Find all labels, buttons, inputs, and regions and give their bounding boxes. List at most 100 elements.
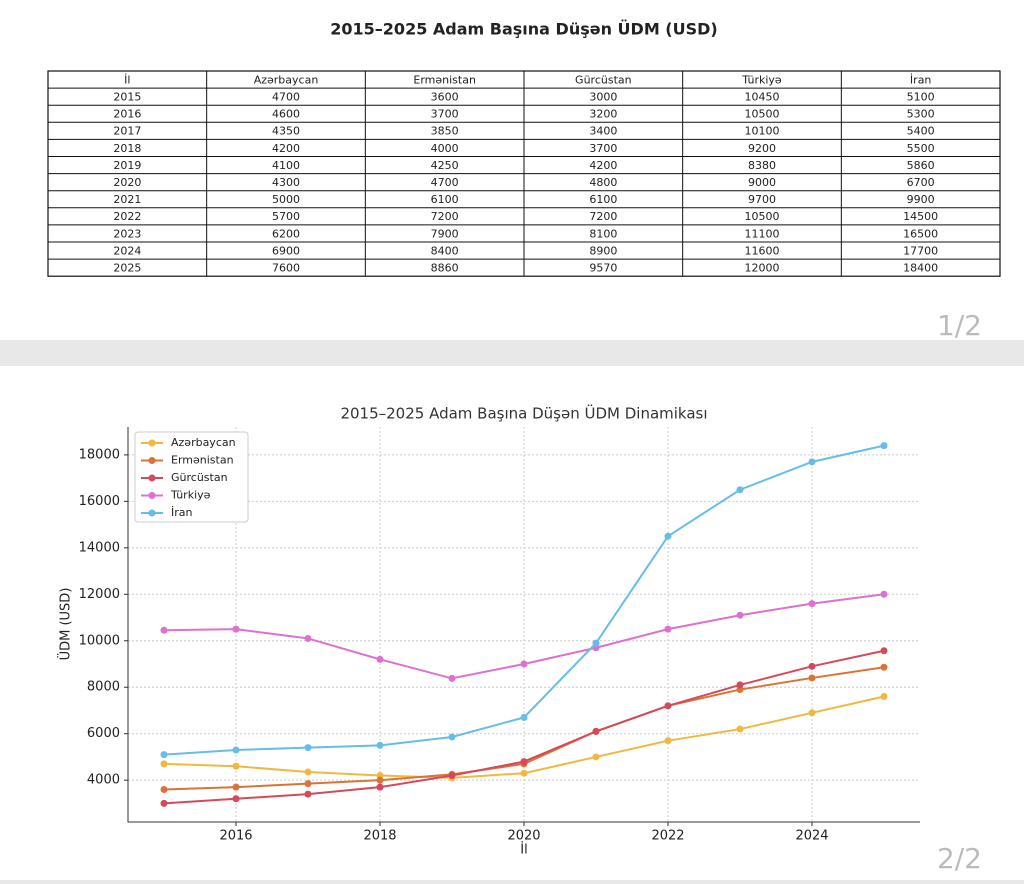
- table-cell: 4800: [589, 176, 617, 189]
- y-tick-label: 8000: [87, 680, 120, 695]
- point: [736, 611, 744, 619]
- y-tick-label: 10000: [79, 633, 120, 648]
- y-tick-label: 6000: [87, 726, 120, 741]
- table-cell: 7200: [431, 210, 459, 223]
- table-cell: 5000: [272, 193, 300, 206]
- table-cell: 2022: [113, 210, 141, 223]
- table-cell: 4350: [272, 125, 300, 138]
- point: [880, 590, 888, 598]
- legend-marker: [148, 439, 156, 447]
- table-cell: 6100: [431, 193, 459, 206]
- y-axis-label: ÜDM (USD): [57, 588, 74, 661]
- table-cell: 6100: [589, 193, 617, 206]
- y-tick-label: 14000: [79, 540, 120, 555]
- y-tick-label: 18000: [79, 447, 120, 462]
- table-header: Türkiyə: [741, 73, 782, 86]
- point: [304, 780, 312, 788]
- table-cell: 2015: [113, 91, 141, 104]
- y-tick-label: 16000: [79, 494, 120, 509]
- axes: [127, 427, 920, 823]
- point: [376, 741, 384, 749]
- legend-marker: [148, 492, 156, 499]
- table-cell: 12000: [745, 262, 780, 275]
- point: [664, 532, 672, 540]
- point: [880, 663, 888, 671]
- point: [880, 442, 888, 450]
- table-cell: 14500: [903, 210, 938, 223]
- point: [232, 746, 240, 754]
- table-cell: 10450: [745, 91, 780, 104]
- point: [808, 458, 816, 466]
- point: [736, 681, 744, 689]
- point: [664, 737, 672, 745]
- legend-marker: [148, 509, 156, 517]
- table-cell: 6700: [907, 176, 935, 189]
- page: [0, 0, 1024, 340]
- point: [448, 674, 456, 682]
- table-cell: 9900: [907, 193, 935, 206]
- table-cell: 8900: [589, 244, 617, 257]
- table-cell: 4200: [272, 142, 300, 155]
- point: [376, 783, 384, 791]
- table-cell: 8100: [589, 227, 617, 240]
- table-cell: 5100: [907, 91, 935, 104]
- table-cell: 2024: [113, 244, 141, 257]
- page-number: 2/2: [937, 842, 982, 875]
- point: [160, 799, 168, 807]
- table-cell: 3850: [431, 125, 459, 138]
- legend-label: Ermənistan: [171, 454, 234, 467]
- legend-box: [134, 431, 249, 523]
- table-cell: 5500: [907, 142, 935, 155]
- point: [160, 785, 168, 793]
- table-cell: 7600: [272, 262, 300, 275]
- page-number: 1/2: [937, 309, 982, 342]
- table-cell: 5300: [907, 108, 935, 121]
- table-cell: 5860: [907, 159, 935, 172]
- table-cell: 3600: [431, 91, 459, 104]
- table-header: Ermənistan: [413, 73, 476, 86]
- table-cell: 2020: [113, 176, 141, 189]
- point: [808, 600, 816, 608]
- x-tick-label: 2020: [507, 829, 540, 844]
- table-cell: 10500: [745, 210, 780, 223]
- table-cell: 9000: [748, 176, 776, 189]
- point: [160, 751, 168, 759]
- point: [592, 727, 600, 735]
- table-header: İl: [124, 73, 130, 86]
- x-tick-label: 2022: [651, 829, 684, 844]
- point: [304, 744, 312, 752]
- table-cell: 11600: [745, 244, 780, 257]
- point: [160, 760, 168, 768]
- table-cell: 4300: [272, 176, 300, 189]
- point: [448, 733, 456, 741]
- table-cell: 6200: [272, 227, 300, 240]
- point: [808, 709, 816, 717]
- table-cell: 18400: [903, 262, 938, 275]
- table-cell: 7200: [589, 210, 617, 223]
- table-cell: 4000: [431, 142, 459, 155]
- table-header: Gürcüstan: [575, 73, 632, 86]
- point: [376, 655, 384, 663]
- table-cell: 2023: [113, 227, 141, 240]
- point: [448, 772, 456, 780]
- table-cell: 5700: [272, 210, 300, 223]
- point: [304, 768, 312, 776]
- point: [808, 674, 816, 682]
- chart-title: 2015–2025 Adam Başına Düşən ÜDM Dinamika…: [340, 404, 707, 423]
- table-cell: 2017: [113, 125, 141, 138]
- table-cell: 4100: [272, 159, 300, 172]
- x-axis-label: İl: [520, 842, 527, 858]
- legend-marker: [148, 474, 156, 482]
- table-cell: 8860: [431, 262, 459, 275]
- table-cell: 10100: [745, 125, 780, 138]
- table-cell: 4700: [272, 91, 300, 104]
- table-cell: 2019: [113, 159, 141, 172]
- table-cell: 16500: [903, 227, 938, 240]
- table-cell: 9700: [748, 193, 776, 206]
- point: [520, 769, 528, 777]
- table-header: İran: [910, 73, 932, 86]
- table-cell: 8380: [748, 159, 776, 172]
- point: [376, 776, 384, 784]
- legend-marker: [148, 457, 156, 464]
- point: [592, 753, 600, 761]
